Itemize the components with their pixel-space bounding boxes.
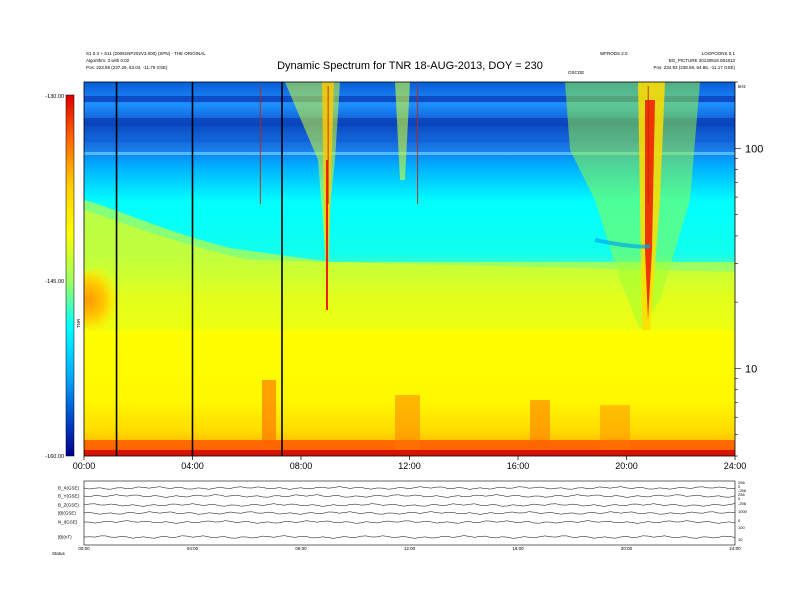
bottom-row-trace xyxy=(83,494,736,498)
bottom-right-label: 256 xyxy=(738,480,745,485)
bottom-row-label: |B|(GSE) xyxy=(58,511,76,516)
colorbar-label: TNR xyxy=(76,318,81,328)
chart-title: Dynamic Spectrum for TNR 18-AUG-2013, DO… xyxy=(277,60,543,72)
bottom-right-label: 1000 xyxy=(738,509,748,514)
y-axis-unit: kHz xyxy=(738,84,746,89)
y-axis: 100 10 xyxy=(735,81,763,457)
green-region xyxy=(84,200,735,330)
lower-yellow xyxy=(84,330,735,456)
bottom-x-tick-label: 00:00 xyxy=(78,546,90,551)
burst-region-3 xyxy=(395,82,410,180)
bottom-right-label: 10 xyxy=(738,537,743,542)
bottom-row-label: B_X(GSE) xyxy=(58,486,80,491)
x-tick-label: 04:00 xyxy=(181,461,204,471)
colorbar-tick-label: -145.00 xyxy=(45,279,64,285)
faint-drift xyxy=(594,238,651,249)
y-tick-label: 10 xyxy=(745,363,757,375)
bottom-x-tick-label: 20:00 xyxy=(621,546,633,551)
bottom-right-label: 100 xyxy=(738,525,745,530)
bottom-x-tick-label: 12:00 xyxy=(404,546,416,551)
bottom-right-label: 0 xyxy=(738,484,741,489)
storm-red-core xyxy=(645,100,655,320)
storm-region xyxy=(565,82,700,330)
header-left-line-3: Pos: 223.89 (237.29, 63.04, -11.79 GSE) xyxy=(86,65,168,70)
colorbar xyxy=(65,94,75,457)
header-mid-label: OSCOE xyxy=(568,70,584,75)
band xyxy=(84,96,735,102)
bottom-row-label: B_Z(GSE) xyxy=(58,503,79,508)
band xyxy=(84,136,735,142)
bottom-x-tick-label: 08:00 xyxy=(295,546,307,551)
bottom-right-label: -256 xyxy=(738,488,747,493)
header-left-line-2: Algorithm: 3 with 0.02 xyxy=(86,58,130,63)
band xyxy=(84,118,735,126)
bursts xyxy=(262,380,630,450)
x-tick-label: 20:00 xyxy=(615,461,638,471)
spectrogram xyxy=(84,82,735,456)
band xyxy=(84,152,735,155)
bottom-x-tick-label: 24:00 xyxy=(729,546,741,551)
header-left-line-1: S1 0.3 + S11 (20081NP202V3.000) (SPN) - … xyxy=(86,51,206,56)
yellow-region xyxy=(84,210,735,330)
bottom-row-label: B_Y(GSE) xyxy=(58,494,80,499)
red-bottom-edge xyxy=(84,450,735,456)
bottom-right-label: 256 xyxy=(738,492,745,497)
bottom-panel-footer-label: Status xyxy=(52,551,66,556)
bottom-panel: B_X(GSE) B_Y(GSE) B_Z(GSE) |B|(GSE) N_i(GSE)… xyxy=(52,480,748,556)
bottom-row-trace xyxy=(83,511,736,515)
header-right-line-1: WFRODS 2.0 xyxy=(600,51,628,56)
header-right-line-4: Pos: 234.93 (238.69, 64.85, -11.17 GSE) xyxy=(654,65,736,70)
bottom-x-tick-label: 04:00 xyxy=(187,546,199,551)
bottom-row-trace xyxy=(83,486,736,490)
x-tick-label: 16:00 xyxy=(507,461,530,471)
x-tick-label: 12:00 xyxy=(398,461,421,471)
bottom-right-label: -256 xyxy=(738,501,747,506)
bottom-row-trace xyxy=(83,503,736,507)
bottom-right-label: 0 xyxy=(738,496,741,501)
bottom-row-label: |B|(nT) xyxy=(58,535,72,540)
x-tick-label: 00:00 xyxy=(73,461,96,471)
x-tick-label: 24:00 xyxy=(724,461,747,471)
y-tick-label: 100 xyxy=(745,143,763,155)
bottom-row-trace xyxy=(83,535,736,539)
bottom-x-tick-label: 16:00 xyxy=(512,546,524,551)
colorbar-tick-label: -160.00 xyxy=(45,454,64,460)
colorbar-ticks: -130.00 -145.00 -160.00 xyxy=(45,94,64,460)
x-axis: 00:00 04:00 08:00 12:00 16:00 20:00 24:00 xyxy=(73,456,747,471)
header-right-line-3: BG_PICTURE 20130818.081813 xyxy=(669,58,736,63)
dark-vertical-lines xyxy=(115,82,283,456)
x-tick-label: 08:00 xyxy=(290,461,313,471)
colorbar-tick-label: -130.00 xyxy=(45,94,64,100)
bottom-row-trace xyxy=(83,520,736,524)
bottom-panel-x-axis: 00:00 04:00 08:00 12:00 16:00 20:00 24:00 xyxy=(78,546,741,551)
bottom-right-label: 0 xyxy=(738,518,741,523)
bottom-row-label: N_i(GSE) xyxy=(58,520,78,525)
bottom-panel-rows: B_X(GSE) B_Y(GSE) B_Z(GSE) |B|(GSE) N_i(GSE)… xyxy=(58,480,748,542)
red-vertical-streaks xyxy=(259,86,649,204)
header-right-line-2: LOGPOONS 0.1 xyxy=(702,51,736,56)
